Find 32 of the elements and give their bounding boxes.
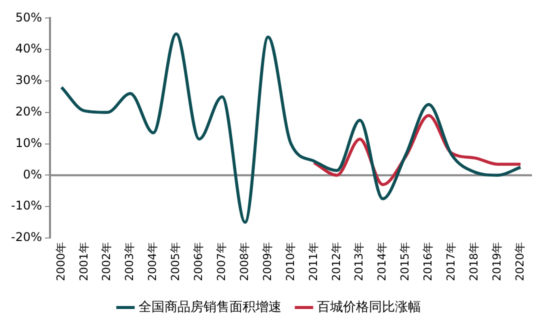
y-tick-label: 10% [15,136,42,150]
x-tick-label: 2013年 [352,242,366,282]
x-tick-label: 2008年 [238,242,251,282]
x-tick-label: 2007年 [215,242,228,282]
y-tick-label: 0% [22,167,42,182]
x-tick-label: 2009年 [260,242,274,282]
x-tick-label: 2001年 [77,242,90,282]
legend-label: 全国商品房销售面积增速 [138,298,282,315]
y-tick-label: 20% [15,104,42,119]
x-tick-label: 2012年 [330,242,343,282]
x-tick-label: 2000年 [54,242,68,282]
x-tick-label: 2016年 [422,242,435,282]
x-tick-label: 2006年 [192,242,206,282]
y-tick-label: 30% [15,73,42,88]
x-tick-label: 2017年 [444,242,458,282]
x-tick-label: 2018年 [467,242,480,282]
x-tick-label: 2003年 [123,242,136,282]
y-tick-label: 40% [15,42,42,56]
line-series [60,32,522,224]
x-tick-label: 2005年 [169,242,182,282]
y-tick-label: -20% [10,230,42,244]
x-tick-label: 2010年 [284,242,297,282]
x-tick-label: 2004年 [146,242,160,282]
y-tick-label: -10% [10,198,42,213]
x-tick-label: 2014年 [376,242,389,282]
x-tick-label: 2019年 [490,242,504,282]
x-tick-label: 2015年 [398,242,412,282]
x-tick-label: 2011年 [306,242,320,282]
x-tick-label: 2002年 [100,242,114,282]
y-tick-label: 50% [15,10,42,24]
x-tick-label: 2020年 [513,242,526,282]
legend-label: 百城价格同比涨幅 [317,300,421,315]
